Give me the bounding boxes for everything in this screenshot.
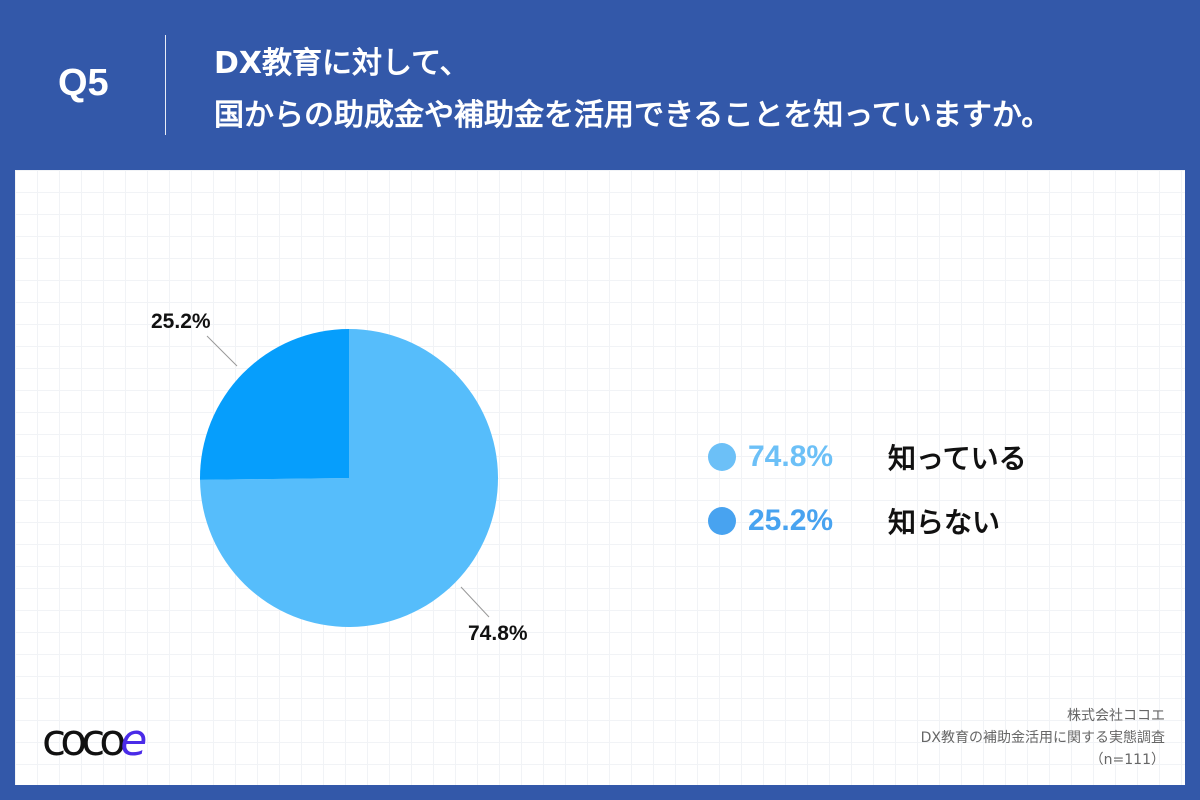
legend-item-known: 74.8% 知っている <box>708 425 1027 489</box>
legend: 74.8% 知っている 25.2% 知らない <box>708 425 1027 553</box>
legend-pct: 74.8% <box>748 440 834 473</box>
company-name: 株式会社ココエ <box>1067 708 1165 724</box>
chart-panel: 25.2% 74.8% 74.8% 知っている 25.2% 知らない cocoe… <box>15 170 1185 785</box>
source-credit: 株式会社ココエ DX教育の補助金活用に関する実態調査 （n=111） <box>921 705 1165 771</box>
leader-line-known <box>460 586 490 618</box>
question-number: Q5 <box>58 62 109 104</box>
header-divider <box>165 35 166 135</box>
cocoe-logo: cocoe <box>42 715 147 766</box>
legend-dot-icon <box>708 443 736 471</box>
title-line-1: DX教育に対して、 <box>214 46 470 81</box>
title-line-2: 国からの助成金や補助金を活用できることを知っていますか。 <box>214 98 1052 133</box>
legend-pct: 25.2% <box>748 504 834 537</box>
pie-label-known: 74.8% <box>468 622 528 645</box>
sample-size: （n=111） <box>1089 752 1165 768</box>
legend-label: 知っている <box>888 442 1027 475</box>
legend-dot-icon <box>708 507 736 535</box>
pie-slice-known <box>200 329 498 627</box>
leader-line-unknown <box>206 335 238 367</box>
question-title: DX教育に対して、 国からの助成金や補助金を活用できることを知っていますか。 <box>214 38 1051 142</box>
header: Q5 DX教育に対して、 国からの助成金や補助金を活用できることを知っていますか… <box>0 0 1200 170</box>
pie-slices <box>200 329 498 627</box>
pie-slice-unknown <box>200 329 349 480</box>
logo-suffix: e <box>120 715 147 766</box>
legend-label: 知らない <box>888 506 1001 539</box>
pie-label-unknown: 25.2% <box>151 310 211 333</box>
logo-prefix: coco <box>42 715 126 766</box>
pie-chart <box>200 329 498 627</box>
legend-item-unknown: 25.2% 知らない <box>708 489 1027 553</box>
survey-name: DX教育の補助金活用に関する実態調査 <box>920 730 1165 746</box>
